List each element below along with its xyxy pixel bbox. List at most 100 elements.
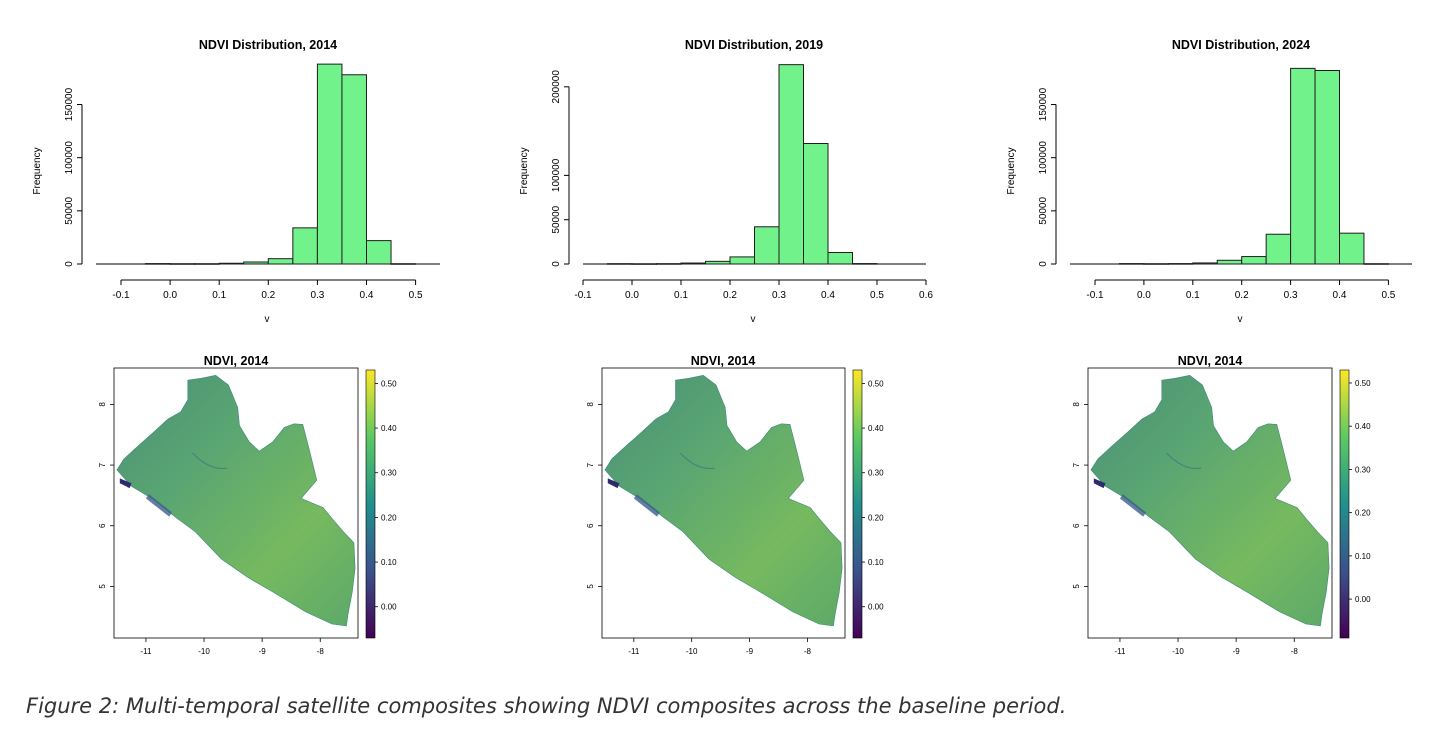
x-tick-label: 0.2: [261, 290, 275, 301]
histogram-bar: [267, 258, 294, 265]
histogram-3: NDVI Distribution, 2024 -0.1 0.0 0.1 0.2 0.3 0…: [1006, 38, 1412, 325]
y-tick-label: 0: [1038, 261, 1049, 267]
map-x-tick-label: -10: [686, 647, 698, 656]
y-tick-label: 50000: [64, 197, 75, 225]
x-tick-label: 0.0: [163, 290, 177, 301]
histogram-bar: [1290, 67, 1316, 265]
histogram-bar: [1241, 256, 1267, 265]
map-y-tick-label: 7: [1072, 462, 1081, 467]
coastal-patch: [145, 494, 173, 517]
y-tick-label: 50000: [1038, 197, 1049, 225]
map-x-tick-label: -11: [140, 647, 152, 656]
map-x-tick-label: -10: [198, 647, 210, 656]
x-axis-label: v: [751, 314, 756, 325]
ndvi-map-2: NDVI, 2014 -11 -10 -9 -8 5 6 7 8 0.00 0.10 0.20 0.30…: [586, 354, 884, 656]
map-y-tick-label: 8: [98, 402, 107, 407]
river-line: [191, 452, 228, 470]
histogram-bar: [218, 262, 245, 265]
map-x-tick-label: -9: [259, 647, 267, 656]
y-tick-label: 150000: [64, 87, 75, 121]
x-tick-label: -0.1: [1086, 290, 1104, 301]
histogram-bar: [778, 64, 804, 265]
map-x-tick-label: -8: [804, 647, 812, 656]
x-tick-label: 0.1: [674, 290, 688, 301]
histogram-bar: [680, 262, 706, 265]
histogram-1: NDVI Distribution, 2014 -0.1 0.0 0.1 0.2 0.3 0…: [32, 38, 440, 325]
legend-tick-label: 0.50: [381, 379, 397, 388]
x-tick-label: 0.4: [821, 290, 835, 301]
histogram-bar: [1216, 259, 1243, 265]
map-x-tick-label: -11: [628, 647, 640, 656]
legend-colorbar: [365, 369, 376, 639]
histogram-bar: [390, 263, 417, 265]
legend-tick-label: 0.20: [381, 513, 397, 522]
y-axis-label: Frequency: [32, 147, 43, 194]
legend-tick-label: 0.00: [1355, 595, 1371, 604]
histogram-bar: [656, 263, 682, 265]
chart-title: NDVI Distribution, 2014: [199, 38, 337, 52]
histogram-bar: [316, 63, 343, 265]
histogram-bar: [1265, 233, 1292, 265]
coastal-patch: [1119, 494, 1147, 517]
y-tick-label: 200000: [551, 70, 562, 104]
lagoon-patch: [119, 478, 132, 489]
legend-tick-label: 0.30: [868, 469, 884, 478]
x-tick-label: -0.1: [574, 290, 592, 301]
map-y-tick-label: 7: [586, 462, 595, 467]
x-tick-label: 0.2: [723, 290, 737, 301]
y-tick-label: 0: [64, 261, 75, 267]
map-y-tick-label: 6: [98, 523, 107, 528]
legend-tick-label: 0.10: [868, 558, 884, 567]
legend-tick-label: 0.40: [868, 424, 884, 433]
x-axis-label: v: [265, 314, 270, 325]
legend-tick-label: 0.30: [381, 469, 397, 478]
x-tick-label: 0.4: [1333, 290, 1347, 301]
x-tick-label: 0.4: [360, 290, 374, 301]
y-tick-label: 50000: [551, 205, 562, 233]
country-raster: [1090, 374, 1330, 627]
map-x-tick-label: -9: [746, 647, 754, 656]
chart-title: NDVI Distribution, 2019: [685, 38, 823, 52]
map-x-tick-label: -8: [317, 647, 325, 656]
map-x-tick-label: -8: [1291, 647, 1299, 656]
legend-tick-label: 0.40: [381, 424, 397, 433]
map-title: NDVI, 2014: [691, 354, 756, 368]
histogram-bar: [803, 143, 829, 265]
histogram-bar: [292, 227, 318, 265]
map-y-tick-label: 7: [98, 462, 107, 467]
x-tick-label: 0.1: [1186, 290, 1200, 301]
histogram-bar: [607, 263, 633, 265]
histogram-bar: [169, 263, 196, 265]
map-title: NDVI, 2014: [204, 354, 269, 368]
legend-tick-label: 0.40: [1355, 422, 1371, 431]
x-tick-label: 0.3: [1284, 290, 1298, 301]
legend-tick-label: 0.50: [868, 379, 884, 388]
histogram-bar: [729, 256, 755, 265]
country-raster: [604, 374, 843, 627]
histogram-bar: [243, 261, 269, 265]
histogram-bar: [1339, 232, 1365, 265]
legend-colorbar: [852, 369, 863, 639]
y-axis-label: Frequency: [519, 147, 530, 194]
histogram-bar: [145, 263, 171, 265]
x-axis-label: v: [1238, 314, 1243, 325]
lagoon-patch: [1093, 478, 1106, 489]
y-tick-label: 100000: [1038, 141, 1049, 175]
legend-tick-label: 0.10: [1355, 552, 1371, 561]
histogram-bar: [754, 226, 780, 265]
y-tick-label: 100000: [64, 141, 75, 175]
map-x-tick-label: -9: [1233, 647, 1241, 656]
x-tick-label: 0.0: [1137, 290, 1151, 301]
histogram-bar: [194, 263, 220, 265]
y-axis-label: Frequency: [1006, 147, 1017, 194]
histogram-bar: [366, 240, 392, 265]
map-y-tick-label: 8: [1072, 402, 1081, 407]
map-y-tick-label: 6: [586, 523, 595, 528]
histogram-bar: [705, 260, 731, 265]
x-tick-label: 0.5: [409, 290, 423, 301]
x-tick-label: 0.3: [310, 290, 324, 301]
legend-tick-label: 0.00: [868, 603, 884, 612]
histogram-bar: [1167, 263, 1194, 265]
legend-tick-label: 0.30: [1355, 465, 1371, 474]
